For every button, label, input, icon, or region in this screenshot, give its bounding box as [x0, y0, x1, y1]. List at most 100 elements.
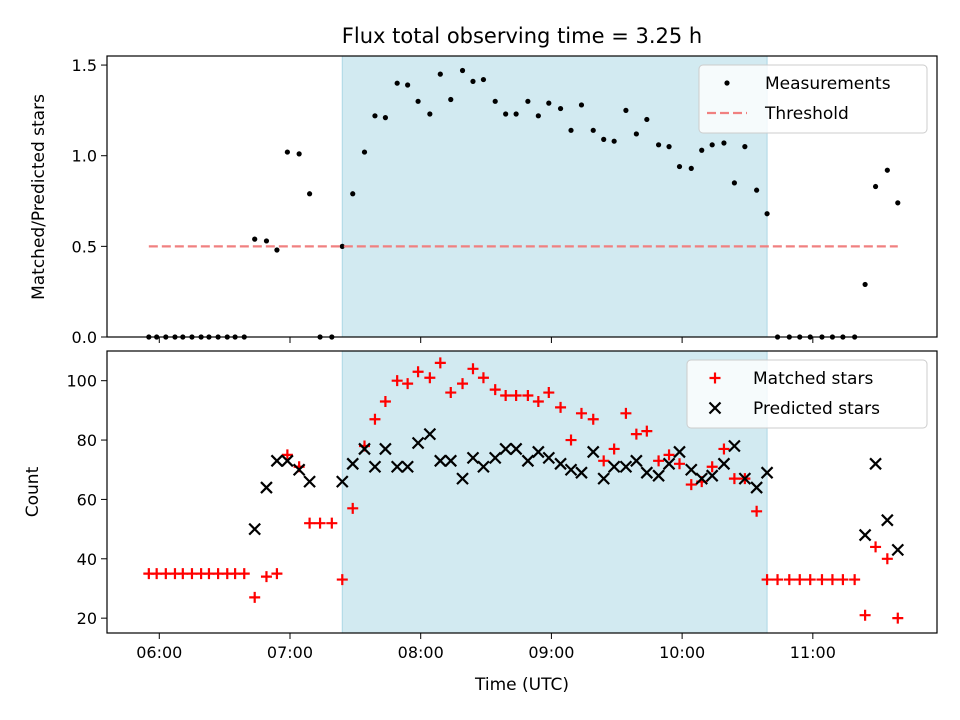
data-point	[346, 457, 360, 471]
data-point	[575, 407, 587, 419]
legend: Measurements Threshold	[698, 64, 928, 134]
data-point	[448, 96, 454, 103]
data-point	[248, 522, 261, 536]
x-tick-label: 07:00	[267, 643, 313, 662]
data-point	[721, 140, 727, 146]
data-point	[633, 131, 639, 137]
data-point	[437, 71, 443, 77]
chart-title: Flux total observing time = 3.25 h	[342, 24, 702, 48]
series-predicted-stars	[248, 427, 905, 557]
data-point	[532, 445, 545, 459]
data-point	[521, 454, 535, 468]
data-point	[565, 434, 577, 446]
data-point	[709, 142, 715, 148]
data-point	[816, 574, 828, 586]
data-point	[586, 445, 600, 459]
x-tick-label: 11:00	[790, 643, 836, 662]
data-point	[607, 460, 621, 474]
data-point	[804, 574, 816, 586]
y-tick-label: 0.0	[72, 328, 97, 347]
data-point	[578, 102, 585, 108]
data-point	[391, 375, 403, 387]
x-tick-label: 06:00	[136, 643, 182, 662]
data-point	[238, 568, 250, 580]
data-point	[620, 407, 632, 419]
data-point	[662, 457, 676, 471]
data-point	[872, 183, 879, 190]
data-point	[783, 574, 795, 586]
data-point	[271, 568, 283, 580]
data-point	[849, 574, 861, 586]
data-point	[372, 113, 378, 119]
data-point	[427, 111, 433, 117]
data-point	[718, 443, 730, 455]
axes-frame	[106, 55, 938, 338]
data-point	[575, 466, 588, 479]
data-point	[881, 553, 893, 565]
data-point	[423, 427, 437, 441]
data-point	[663, 449, 675, 461]
data-point	[705, 469, 719, 482]
data-point	[653, 455, 665, 467]
data-point	[284, 149, 290, 155]
data-point	[488, 451, 502, 465]
data-point	[252, 236, 258, 242]
data-point	[350, 191, 356, 197]
data-point	[456, 472, 469, 485]
data-point	[891, 543, 905, 557]
x-tick-label: 08:00	[398, 643, 444, 662]
data-point	[412, 366, 424, 378]
data-point	[695, 472, 709, 485]
data-point	[706, 461, 718, 473]
data-point	[470, 78, 476, 84]
data-point	[750, 481, 763, 494]
data-point	[379, 395, 391, 407]
y-tick-label: 20	[77, 609, 97, 628]
x-axis-label: Time (UTC)	[474, 675, 569, 695]
data-point	[368, 460, 382, 474]
data-point	[263, 238, 270, 244]
y-tick-label: 0.5	[72, 237, 97, 256]
data-point	[598, 455, 610, 467]
data-point	[444, 454, 458, 468]
data-point	[500, 390, 512, 402]
data-point	[619, 460, 633, 474]
data-point	[513, 111, 519, 117]
data-point	[772, 574, 784, 586]
data-point	[314, 517, 326, 529]
data-point	[623, 107, 629, 113]
data-point	[674, 458, 686, 470]
legend-swatch	[709, 372, 721, 384]
data-point	[564, 463, 578, 477]
data-point	[489, 384, 501, 396]
data-point	[640, 466, 654, 479]
data-point	[611, 138, 617, 144]
data-point	[424, 372, 436, 384]
data-point	[390, 460, 404, 474]
data-point	[292, 463, 306, 477]
data-point	[754, 187, 760, 193]
legend-swatch	[724, 80, 730, 86]
data-point	[339, 243, 345, 249]
data-point	[641, 425, 653, 437]
data-point	[434, 454, 447, 468]
data-point	[434, 357, 446, 369]
data-point	[826, 574, 838, 586]
legend: Matched stars Predicted stars	[686, 359, 928, 429]
legend-label: Measurements	[765, 74, 891, 94]
series-matched-stars	[143, 357, 904, 624]
data-point	[535, 113, 541, 119]
data-point	[587, 413, 599, 425]
y-axis-label: Matched/Predicted stars	[29, 94, 49, 300]
data-point	[870, 541, 882, 553]
data-point	[509, 442, 523, 456]
x-tick-label: 09:00	[528, 643, 574, 662]
y-tick-label: 1.0	[72, 147, 97, 166]
data-point	[260, 481, 273, 494]
data-point	[369, 413, 381, 425]
data-point	[590, 127, 596, 133]
data-point	[742, 144, 748, 150]
data-point	[794, 574, 806, 586]
data-point	[728, 439, 741, 453]
